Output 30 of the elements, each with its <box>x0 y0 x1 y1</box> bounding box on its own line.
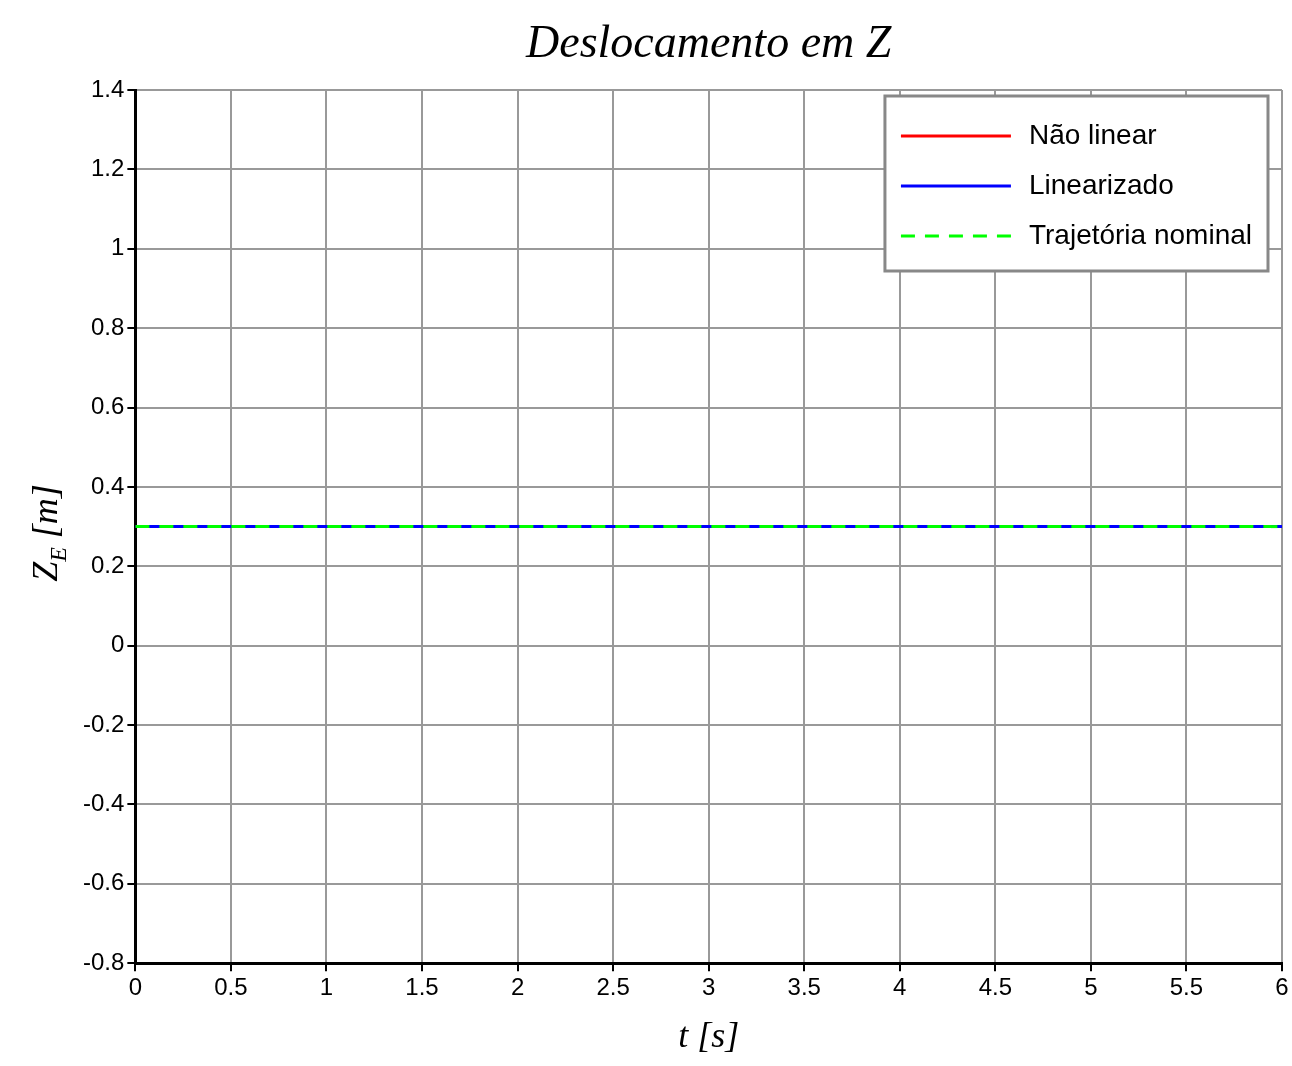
x-axis-title: t [s] <box>678 1015 740 1056</box>
x-tick-label: 0 <box>128 973 143 1001</box>
x-tick-label: 4 <box>893 973 907 1001</box>
y-tick-label: 0.6 <box>90 392 125 420</box>
x-tick-label: 2 <box>510 973 525 1001</box>
y-tick-label: 0.8 <box>90 312 125 340</box>
legend-label: Trajetória nominal <box>1028 218 1253 250</box>
x-tick-label: 6 <box>1275 973 1289 1001</box>
x-tick-label: 1 <box>319 973 334 1001</box>
y-tick-label: 1 <box>111 233 125 261</box>
y-tick-label: -0.6 <box>83 868 125 896</box>
legend-label: Não linear <box>1028 118 1157 150</box>
y-tick-label: 0 <box>111 630 125 658</box>
x-tick-label: 1.5 <box>405 973 439 1001</box>
y-tick-label: 1.4 <box>90 74 125 102</box>
y-tick-label: -0.4 <box>83 789 125 817</box>
y-tick-label: -0.2 <box>83 709 125 737</box>
x-tick-label: 4.5 <box>978 973 1013 1001</box>
x-tick-label: 3 <box>702 973 716 1001</box>
x-tick-label: 5 <box>1084 973 1098 1001</box>
x-tick-label: 0.5 <box>214 973 248 1001</box>
x-tick-label: 5.5 <box>1169 973 1204 1001</box>
x-tick-label: 3.5 <box>787 973 821 1001</box>
y-tick-label: 0.2 <box>90 550 125 578</box>
legend-label: Linearizado <box>1028 168 1174 200</box>
y-tick-label: 0.4 <box>90 471 125 499</box>
y-tick-label: 1.2 <box>90 154 125 182</box>
chart-title: Deslocamento em Z <box>524 16 892 68</box>
x-tick-label: 2.5 <box>596 973 630 1001</box>
y-tick-label: -0.8 <box>83 947 125 975</box>
